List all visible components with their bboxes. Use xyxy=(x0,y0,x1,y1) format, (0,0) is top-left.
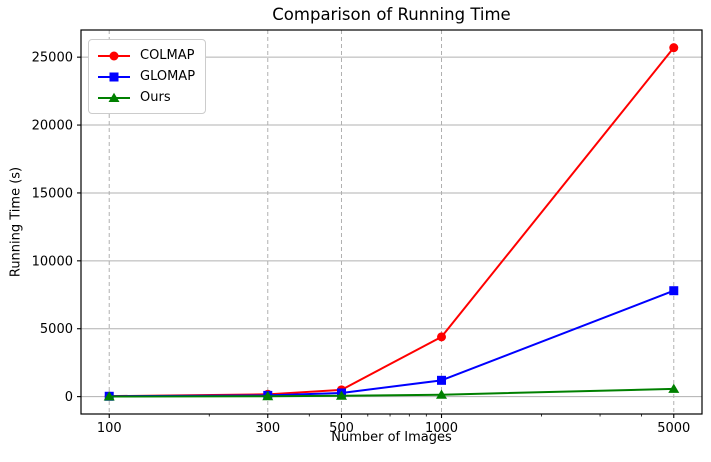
y-axis-label: Running Time (s) xyxy=(8,166,24,278)
y-tick-label: 5000 xyxy=(40,322,73,337)
y-tick-label: 15000 xyxy=(32,186,73,201)
legend-item-ours: Ours xyxy=(97,87,195,108)
legend-label-glomap: GLOMAP xyxy=(140,69,196,84)
x-tick-label: 5000 xyxy=(657,421,690,436)
y-tick-label: 10000 xyxy=(32,254,73,269)
series-glomap-line xyxy=(108,289,675,398)
series-colmap-marker xyxy=(437,332,447,342)
y-tick-label: 20000 xyxy=(32,119,73,134)
chart-title: Comparison of Running Time xyxy=(272,5,511,24)
x-axis-label: Number of Images xyxy=(331,430,452,445)
legend-item-colmap: COLMAP xyxy=(97,45,195,66)
legend-item-glomap: GLOMAP xyxy=(97,66,195,87)
legend-label-ours: Ours xyxy=(140,90,171,105)
series-ours-marker xyxy=(436,389,448,399)
series-ours-line xyxy=(108,387,675,398)
circle-marker-icon xyxy=(98,51,130,60)
x-tick-label: 300 xyxy=(255,421,280,436)
series-ours-marker xyxy=(668,383,680,393)
series-glomap-marker xyxy=(669,286,679,296)
legend-label-colmap: COLMAP xyxy=(140,48,195,63)
square-marker-icon xyxy=(98,72,130,81)
series-colmap-marker xyxy=(669,43,679,53)
x-tick-label: 500 xyxy=(329,421,354,436)
triangle-marker-icon xyxy=(98,92,130,102)
x-tick-label: 100 xyxy=(97,421,122,436)
series-ours-marker xyxy=(262,391,274,401)
series-ours-marker xyxy=(335,390,347,400)
axes-frame xyxy=(80,29,703,415)
legend: COLMAP GLOMAP Ours xyxy=(88,39,207,114)
y-tick-label: 0 xyxy=(65,390,73,405)
y-tick-label: 25000 xyxy=(32,51,73,66)
series-ours-marker xyxy=(103,391,115,401)
x-tick-label: 1000 xyxy=(425,421,458,436)
series-glomap-marker xyxy=(437,375,447,385)
